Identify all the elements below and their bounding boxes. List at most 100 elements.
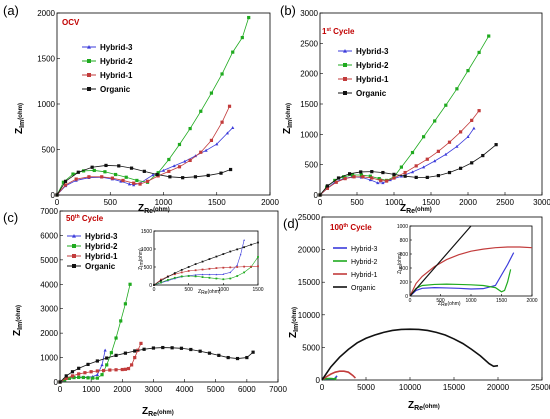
c-inset-point-organic [187,266,190,268]
b-point-hybrid-1 [325,186,329,190]
d-y-tick-label: 5000 [302,343,320,352]
c-inset-point-hybrid-2 [187,275,190,277]
b-point-hybrid-1 [352,175,356,179]
b-point-organic [318,193,322,197]
c-point-organic [170,346,174,350]
c-inset-point-organic [243,246,246,249]
d-x-tick-label: 0 [320,383,325,392]
panel-label-d: (d) [283,216,299,231]
b-point-organic [447,170,452,175]
c-point-hybrid-3 [100,363,104,367]
c-point-hybrid-2 [128,282,132,286]
b-point-hybrid-3 [381,181,385,185]
a-y-tick-label: 1500 [37,55,55,64]
c-legend-text-hybrid-2: Hybrid-2 [85,242,118,251]
b-point-hybrid-1 [459,130,463,134]
c-point-organic [123,351,127,355]
b-y-tick-label: 1000 [300,130,318,139]
a-point-hybrid-1 [227,104,232,108]
a-point-hybrid-3 [132,183,136,187]
a-legend-marker-hybrid-1 [87,73,91,77]
c-series-hybrid-1 [58,341,143,384]
b-point-hybrid-1 [343,177,347,181]
a-point-hybrid-1 [110,176,114,180]
d-line-hybrid-2 [321,377,337,381]
b-legend-marker-hybrid-1 [343,77,347,81]
a-point-hybrid-3 [172,164,176,168]
c-point-hybrid-2 [95,376,99,380]
c-point-hybrid-2 [114,336,118,340]
y-axis-label-c: ZIm(ohm) [12,305,24,336]
b-point-organic [336,176,341,180]
a-point-hybrid-2 [188,126,192,131]
b-x-tick-label: 3000 [533,198,550,207]
c-y-tick-label: 7000 [40,207,58,216]
panel-c: (c) 50th Cycle 0 1000 2000 3000 4000 5000 6000… [3,207,287,418]
c-inset-x-tick-label: 1000 [218,287,229,293]
c-point-organic [105,356,109,360]
c-point-hybrid-1 [70,374,75,378]
b-legend-marker-hybrid-3 [343,49,347,53]
c-point-hybrid-2 [81,375,85,380]
c-point-organic [161,345,165,350]
a-point-hybrid-2 [82,169,86,173]
b-point-organic [481,153,485,158]
a-point-hybrid-1 [132,181,136,185]
c-point-hybrid-3 [103,348,107,352]
a-point-hybrid-3 [225,131,229,135]
d-legend-text-hybrid-2: Hybrid-2 [351,259,378,266]
b-point-hybrid-2 [422,135,426,139]
c-inset-point-hybrid-2 [180,275,183,278]
b-point-organic [359,170,363,174]
c-point-organic [198,349,202,353]
x-axis-label-a: ZRe(ohm) [138,203,170,215]
b-point-hybrid-2 [466,69,470,73]
b-point-hybrid-3 [399,174,403,178]
d-inset-series-hybrid-2 [409,269,512,297]
c-y-tick-label: 3000 [40,305,58,314]
c-point-organic [64,374,68,378]
c-x-tick-label: 7000 [269,385,287,394]
c-inset-point-organic [180,268,183,271]
d-inset-y-tick-label: 400 [400,266,409,272]
d-x-tick-label: 15000 [443,383,466,392]
a-point-hybrid-1 [220,120,224,124]
c-inset-line-organic [153,242,259,286]
c-point-organic [133,349,137,353]
c-inset-point-organic [257,241,259,244]
a-legend-marker-hybrid-2 [87,59,91,63]
panel-title-b: 1st Cycle [322,27,355,36]
d-series-organic [321,328,499,381]
c-y-tick-label: 1000 [40,354,58,363]
c-point-hybrid-1 [77,372,81,376]
c-point-organic [58,380,62,384]
c-point-hybrid-1 [89,370,93,374]
a-y-tick-label: 1000 [37,100,55,109]
c-inset-point-hybrid-3 [208,273,211,276]
c-y-tick-label: 2000 [40,329,58,338]
b-point-hybrid-2 [342,175,346,179]
d-x-tick-label: 25000 [531,383,550,392]
a-point-organic [55,193,59,197]
a-legend-text-organic: Organic [100,85,131,94]
c-point-hybrid-1 [95,369,99,373]
c-legend-marker-hybrid-1 [72,254,76,258]
c-legend-marker-organic [72,264,76,268]
c-inset-x-tick-label: 0 [153,287,156,293]
plot-a: 0 500 1000 1500 2000 0 500 1000 1500 2000 [37,9,279,207]
a-legend-marker-organic [87,87,91,91]
c-line-hybrid-2 [59,284,131,383]
b-point-hybrid-2 [399,165,403,169]
c-inset-point-hybrid-1 [173,273,176,276]
b-legend-text-hybrid-1: Hybrid-1 [356,75,389,84]
c-inset-point-hybrid-1 [194,269,197,272]
b-point-hybrid-1 [425,157,429,161]
c-point-hybrid-2 [100,373,104,377]
c-inset-point-hybrid-2 [236,275,239,277]
d-inset-line-hybrid-3 [409,252,515,297]
c-point-hybrid-2 [91,376,95,380]
d-inset-background [406,224,536,300]
d-inset-y-tick-label: 200 [400,280,409,286]
c-inset-point-organic [215,255,218,258]
c-inset-point-hybrid-1 [180,271,183,274]
